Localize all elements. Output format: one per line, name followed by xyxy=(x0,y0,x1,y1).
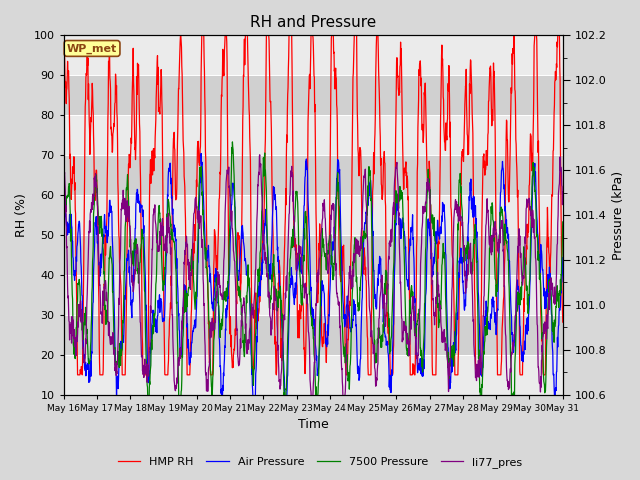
li77_pres xyxy=(308,406,316,411)
7500 Pressure xyxy=(272,286,280,291)
Line: 7500 Pressure: 7500 Pressure xyxy=(63,142,563,417)
li77_pres xyxy=(99,321,106,326)
Line: HMP RH: HMP RH xyxy=(63,36,563,375)
Air Pressure xyxy=(272,206,280,212)
7500 Pressure xyxy=(281,414,289,420)
HMP RH xyxy=(282,153,290,159)
HMP RH xyxy=(272,370,280,376)
Title: RH and Pressure: RH and Pressure xyxy=(250,15,376,30)
HMP RH xyxy=(99,372,106,378)
li77_pres xyxy=(118,197,126,203)
li77_pres xyxy=(559,189,566,195)
li77_pres xyxy=(344,294,352,300)
7500 Pressure xyxy=(99,226,106,232)
Bar xyxy=(63,235,563,275)
Y-axis label: RH (%): RH (%) xyxy=(15,193,28,237)
Bar xyxy=(63,155,563,195)
Air Pressure xyxy=(118,337,126,343)
Bar xyxy=(63,115,563,155)
HMP RH xyxy=(74,372,81,378)
7500 Pressure xyxy=(118,330,126,336)
li77_pres xyxy=(272,295,280,300)
HMP RH xyxy=(344,337,352,343)
li77_pres xyxy=(256,152,264,157)
Air Pressure xyxy=(250,414,258,420)
Bar xyxy=(63,36,563,75)
HMP RH xyxy=(559,319,566,325)
Legend: HMP RH, Air Pressure, 7500 Pressure, li77_pres: HMP RH, Air Pressure, 7500 Pressure, li7… xyxy=(113,452,527,472)
7500 Pressure xyxy=(228,139,236,145)
Line: Air Pressure: Air Pressure xyxy=(63,154,563,417)
HMP RH xyxy=(119,372,127,378)
Bar xyxy=(63,315,563,355)
li77_pres xyxy=(291,244,299,250)
HMP RH xyxy=(177,33,184,38)
Bar xyxy=(63,75,563,115)
7500 Pressure xyxy=(60,192,67,198)
Air Pressure xyxy=(559,255,566,261)
Air Pressure xyxy=(282,397,290,403)
li77_pres xyxy=(282,280,290,286)
Air Pressure xyxy=(99,248,106,253)
Bar xyxy=(63,275,563,315)
Air Pressure xyxy=(60,204,67,210)
HMP RH xyxy=(60,76,67,82)
li77_pres xyxy=(60,170,67,176)
7500 Pressure xyxy=(559,219,566,225)
HMP RH xyxy=(291,236,299,241)
Bar xyxy=(63,195,563,235)
Text: WP_met: WP_met xyxy=(67,43,117,54)
Bar xyxy=(63,355,563,395)
7500 Pressure xyxy=(344,376,352,382)
Air Pressure xyxy=(344,302,352,308)
Line: li77_pres: li77_pres xyxy=(63,155,563,408)
Air Pressure xyxy=(197,151,205,156)
Y-axis label: Pressure (kPa): Pressure (kPa) xyxy=(612,170,625,260)
7500 Pressure xyxy=(282,387,290,393)
X-axis label: Time: Time xyxy=(298,419,328,432)
Air Pressure xyxy=(291,280,299,286)
7500 Pressure xyxy=(291,204,299,210)
